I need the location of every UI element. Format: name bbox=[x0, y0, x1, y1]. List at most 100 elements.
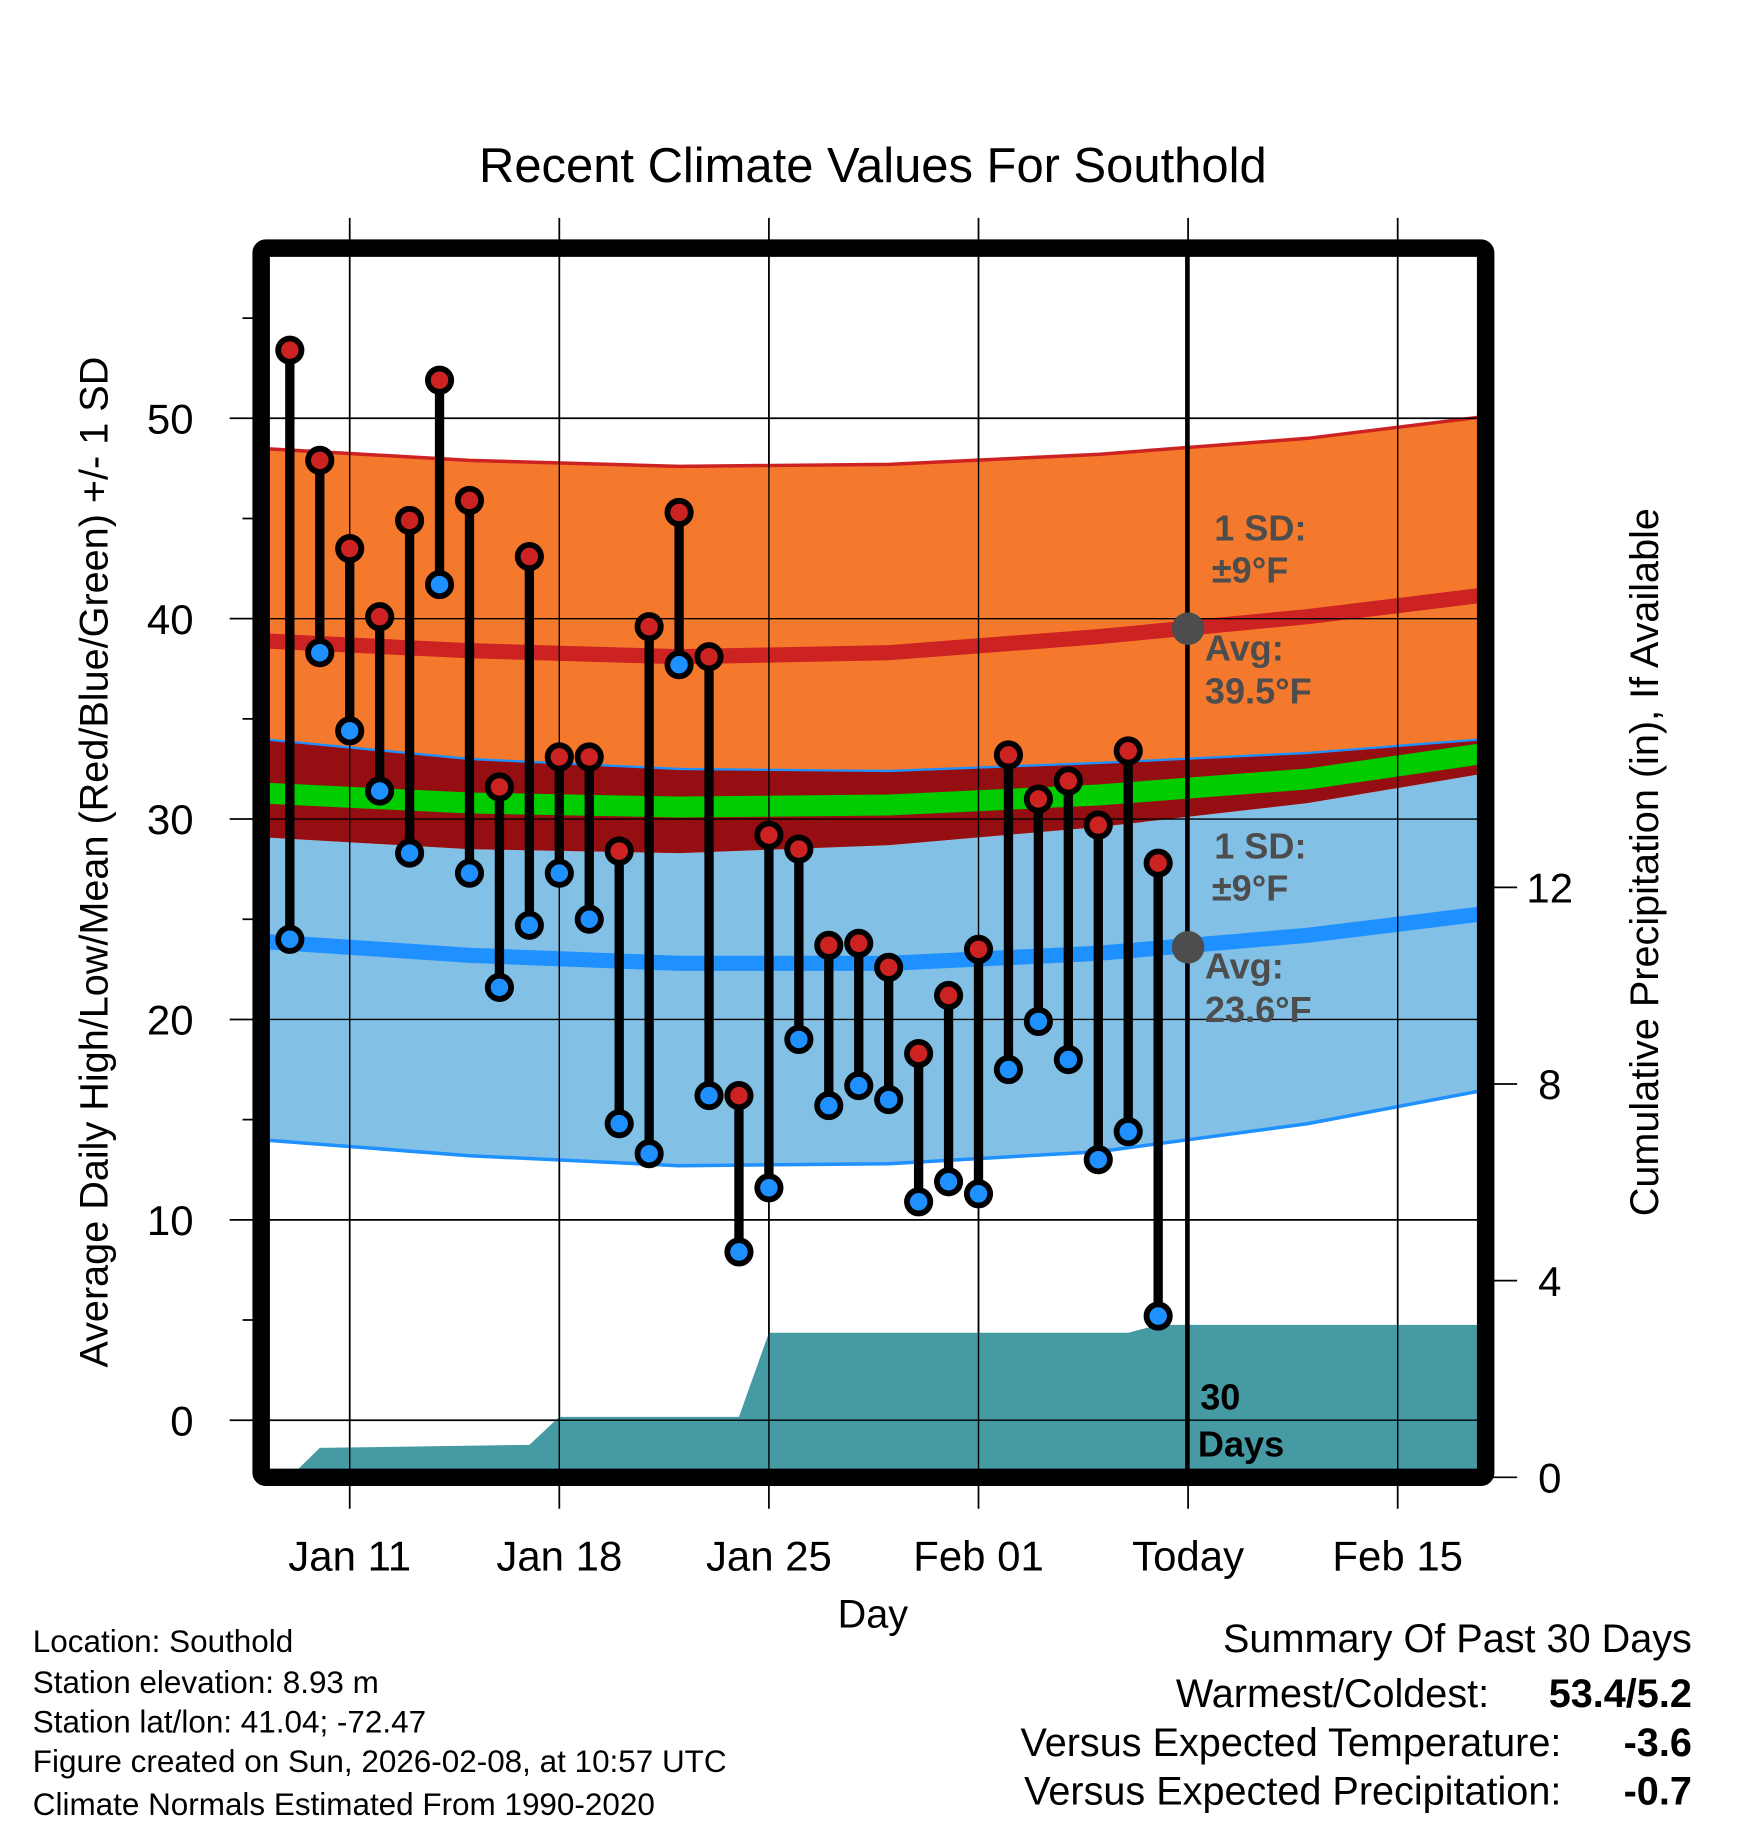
precip-cumulative-area bbox=[298, 1324, 1478, 1470]
daily-low-point bbox=[335, 716, 365, 746]
daily-high-point bbox=[724, 1081, 754, 1111]
high-avg-label: Avg: bbox=[1205, 628, 1284, 669]
x-tick-label: Jan 18 bbox=[496, 1533, 622, 1580]
today-avg-high-marker bbox=[1171, 612, 1205, 645]
precip-label: Versus Expected Precipitation: bbox=[1024, 1770, 1561, 1814]
x-tick-label: Jan 25 bbox=[706, 1533, 832, 1580]
daily-low-point bbox=[1113, 1117, 1143, 1147]
daily-high-point bbox=[424, 365, 455, 395]
y-axis-label: Average Daily High/Low/Mean (Red/Blue/Gr… bbox=[72, 357, 116, 1368]
daily-stems bbox=[275, 335, 1173, 1331]
chart-title: Recent Climate Values For Southold bbox=[479, 139, 1267, 193]
daily-high-point bbox=[904, 1038, 934, 1069]
temp-label: Versus Expected Temperature: bbox=[1020, 1721, 1561, 1765]
y-tick-label: 40 bbox=[147, 596, 194, 643]
high-sd-value: ±9°F bbox=[1212, 550, 1288, 591]
y2-tick-label: 8 bbox=[1538, 1061, 1561, 1108]
summary: Summary Of Past 30 Days Warmest/Coldest:… bbox=[1020, 1617, 1691, 1814]
daily-low-point bbox=[1053, 1044, 1083, 1075]
annotations: 1 SD: ±9°F Avg: 39.5°F 1 SD: ±9°F Avg: 2… bbox=[1198, 508, 1312, 1465]
daily-low-point bbox=[1083, 1145, 1113, 1175]
daily-high-point bbox=[275, 335, 305, 365]
normal-bands bbox=[269, 415, 1478, 1168]
y-axis-ticks: 0 10 20 30 40 50 bbox=[147, 395, 194, 1444]
daily-low-point bbox=[574, 904, 604, 934]
info-location: Location: Southold bbox=[33, 1624, 293, 1659]
inner-gridlines bbox=[269, 256, 1478, 1470]
daily-low-point bbox=[993, 1054, 1024, 1085]
x-tick-label: Jan 11 bbox=[288, 1533, 411, 1580]
daily-low-point bbox=[874, 1085, 904, 1115]
warm-cold-label: Warmest/Coldest: bbox=[1176, 1672, 1489, 1716]
daily-low-point bbox=[544, 858, 574, 888]
daily-high-point bbox=[514, 541, 544, 572]
daily-high-point bbox=[634, 612, 664, 642]
station-info: Location: Southold Station elevation: 8.… bbox=[33, 1624, 727, 1822]
daily-low-point bbox=[604, 1109, 634, 1139]
low-sd-value: ±9°F bbox=[1212, 868, 1288, 909]
y2-tick-label: 4 bbox=[1538, 1258, 1561, 1305]
daily-high-point bbox=[934, 980, 964, 1010]
daily-high-point bbox=[754, 820, 784, 850]
info-elevation: Station elevation: 8.93 m bbox=[33, 1665, 379, 1700]
plot-area bbox=[269, 256, 1478, 1470]
daily-low-point bbox=[395, 838, 425, 868]
info-created: Figure created on Sun, 2026-02-08, at 10… bbox=[33, 1744, 727, 1779]
daily-low-point bbox=[963, 1179, 994, 1209]
temp-value: -3.6 bbox=[1624, 1721, 1692, 1765]
daily-low-point bbox=[424, 570, 455, 600]
daily-low-point bbox=[844, 1071, 874, 1101]
daily-low-point bbox=[754, 1173, 784, 1203]
today-markers bbox=[1171, 612, 1205, 964]
daily-high-point bbox=[335, 533, 365, 564]
daily-low-point bbox=[694, 1081, 724, 1111]
low-avg-label: Avg: bbox=[1205, 946, 1284, 987]
low-avg-value: 23.6°F bbox=[1205, 989, 1312, 1030]
daily-high-point bbox=[844, 928, 874, 958]
plot-frame bbox=[252, 239, 1495, 1487]
daily-high-point bbox=[1143, 848, 1173, 878]
info-normals: Climate Normals Estimated From 1990-2020 bbox=[33, 1787, 655, 1822]
precipitation-area bbox=[298, 1324, 1478, 1470]
daily-low-point bbox=[454, 858, 485, 888]
daily-high-point bbox=[874, 952, 904, 982]
y-tick-label: 30 bbox=[147, 796, 194, 843]
y-tick-label: 20 bbox=[147, 997, 194, 1044]
high-avg-value: 39.5°F bbox=[1205, 671, 1312, 712]
y-tick-label: 0 bbox=[170, 1397, 193, 1444]
x-tick-label: Feb 15 bbox=[1332, 1533, 1463, 1580]
today-avg-low-marker bbox=[1171, 930, 1205, 964]
days-label: Days bbox=[1198, 1423, 1284, 1464]
daily-low-point bbox=[664, 650, 694, 680]
daily-low-point bbox=[934, 1167, 964, 1197]
low-sd-lower-edge bbox=[269, 1089, 1478, 1168]
high-sd-upper-edge bbox=[269, 415, 1478, 469]
daily-high-point bbox=[1113, 736, 1143, 766]
daily-high-point bbox=[574, 742, 604, 772]
x-tick-label: Feb 01 bbox=[913, 1533, 1044, 1580]
daily-low-point bbox=[275, 924, 305, 954]
daily-low-point bbox=[365, 776, 395, 806]
daily-low-point bbox=[634, 1139, 664, 1169]
daily-high-point bbox=[484, 772, 514, 802]
daily-high-point bbox=[1023, 784, 1053, 814]
days-count: 30 bbox=[1200, 1377, 1240, 1418]
daily-high-point bbox=[454, 485, 485, 515]
daily-high-point bbox=[365, 602, 395, 632]
y2-tick-label: 12 bbox=[1526, 864, 1573, 911]
summary-title: Summary Of Past 30 Days bbox=[1223, 1617, 1692, 1661]
y2-axis-label: Cumulative Precipitation (in), If Availa… bbox=[1623, 508, 1667, 1216]
daily-high-point bbox=[1053, 766, 1083, 796]
daily-high-point bbox=[395, 505, 425, 536]
daily-high-point bbox=[1083, 810, 1113, 840]
x-axis-ticks: Jan 11 Jan 18 Jan 25 Feb 01 Today Feb 15 bbox=[288, 1533, 1463, 1580]
daily-high-point bbox=[814, 930, 844, 960]
daily-high-point bbox=[784, 834, 814, 864]
daily-low-point bbox=[1143, 1301, 1173, 1331]
daily-high-point bbox=[604, 836, 634, 866]
precip-value: -0.7 bbox=[1624, 1770, 1692, 1814]
info-latlon: Station lat/lon: 41.04; -72.47 bbox=[33, 1704, 426, 1739]
y2-tick-label: 0 bbox=[1538, 1454, 1561, 1501]
daily-high-point bbox=[963, 934, 994, 964]
